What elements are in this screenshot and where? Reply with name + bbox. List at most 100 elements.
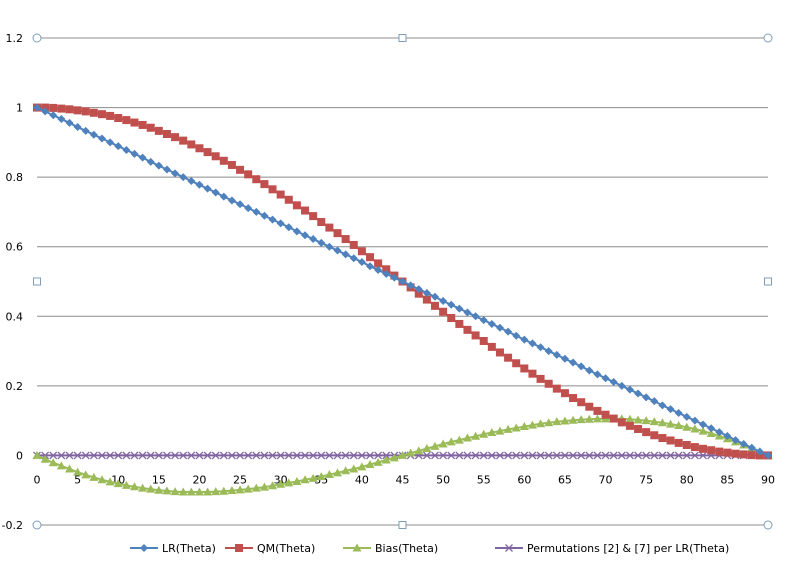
data-point [447,451,456,460]
data-point [544,379,553,388]
data-point [211,451,220,460]
data-point [471,431,481,440]
data-point-stroke [284,451,293,460]
data-point [130,118,139,127]
data-point [658,401,667,410]
data-point [341,451,350,460]
data-point-stroke [49,451,58,460]
data-point [593,406,602,415]
x-tick-label: 5 [74,473,81,486]
data-point [642,451,651,460]
data-point [585,451,594,460]
data-point [292,477,302,486]
edge-handle[interactable] [764,277,772,286]
legend: LR(Theta) QM(Theta) Bias(Theta) Permutation… [130,542,729,555]
data-point [504,451,513,460]
chart-selection-handles[interactable] [32,33,773,530]
x-tick-label: 75 [639,473,653,486]
data-point [422,288,431,297]
data-point [471,331,480,340]
data-point-stroke [122,451,131,460]
data-point [682,440,691,449]
data-point [462,433,472,442]
data-point [227,451,236,460]
data-point [699,420,708,429]
data-point [381,455,391,464]
data-point-stroke [593,451,602,460]
data-point [138,483,148,492]
data-point [471,451,480,460]
series-layer [32,103,773,496]
edge-handle[interactable] [398,34,407,42]
data-point [495,426,505,435]
data-point [244,170,253,179]
data-point [268,481,278,490]
legend-marker-stroke [505,544,513,552]
data-point [89,130,98,139]
data-point-stroke [349,451,358,460]
data-point [674,421,684,430]
data-point [511,423,521,432]
data-point [357,462,367,471]
data-point [764,451,772,460]
data-point-stroke [341,451,350,460]
data-point [195,180,204,189]
data-point [292,201,301,210]
legend-label: QM(Theta) [257,542,315,555]
data-point [414,289,423,298]
data-point [349,451,358,460]
data-point [98,451,106,460]
data-point [658,451,667,460]
data-point-stroke [244,451,253,460]
corner-handle[interactable] [763,33,773,43]
data-point-stroke [236,451,245,460]
data-point [284,451,293,460]
y-tick-label: 0.8 [6,171,24,184]
data-point [577,451,586,460]
data-point [690,416,699,425]
data-point [487,427,497,436]
data-point [138,451,147,460]
data-point [187,140,196,149]
data-point [366,253,375,262]
data-point [715,447,724,456]
data-point [333,229,342,238]
corner-handle[interactable] [32,33,42,43]
x-tick-label: 80 [680,473,694,486]
data-point [706,429,716,438]
data-point [301,231,310,240]
data-point [179,451,188,460]
data-point [373,457,383,466]
data-point [89,108,98,117]
data-point [528,339,537,348]
data-point [276,190,285,199]
data-point-stroke [504,451,513,460]
data-point-stroke [187,451,196,460]
data-point [154,126,163,135]
data-point [236,165,245,174]
y-tick-label: 1 [16,102,23,115]
data-point [73,467,83,476]
corner-handle[interactable] [763,520,773,530]
data-point-stroke [650,451,659,460]
data-point [341,466,351,475]
edge-handle[interactable] [33,277,41,286]
data-point [244,451,253,460]
data-point-stroke [138,451,147,460]
data-point [81,451,90,460]
data-point [617,381,626,390]
corner-handle[interactable] [32,520,42,530]
data-point [398,277,407,286]
data-point-stroke [463,451,472,460]
data-point [260,180,269,189]
data-point [219,192,228,201]
data-point [357,451,366,460]
edge-handle[interactable] [398,521,407,529]
data-point [707,424,716,433]
data-point [203,184,212,193]
data-point [268,215,277,224]
data-point-stroke [325,451,334,460]
data-point [455,304,464,313]
data-point [430,292,439,301]
data-point [641,416,651,425]
